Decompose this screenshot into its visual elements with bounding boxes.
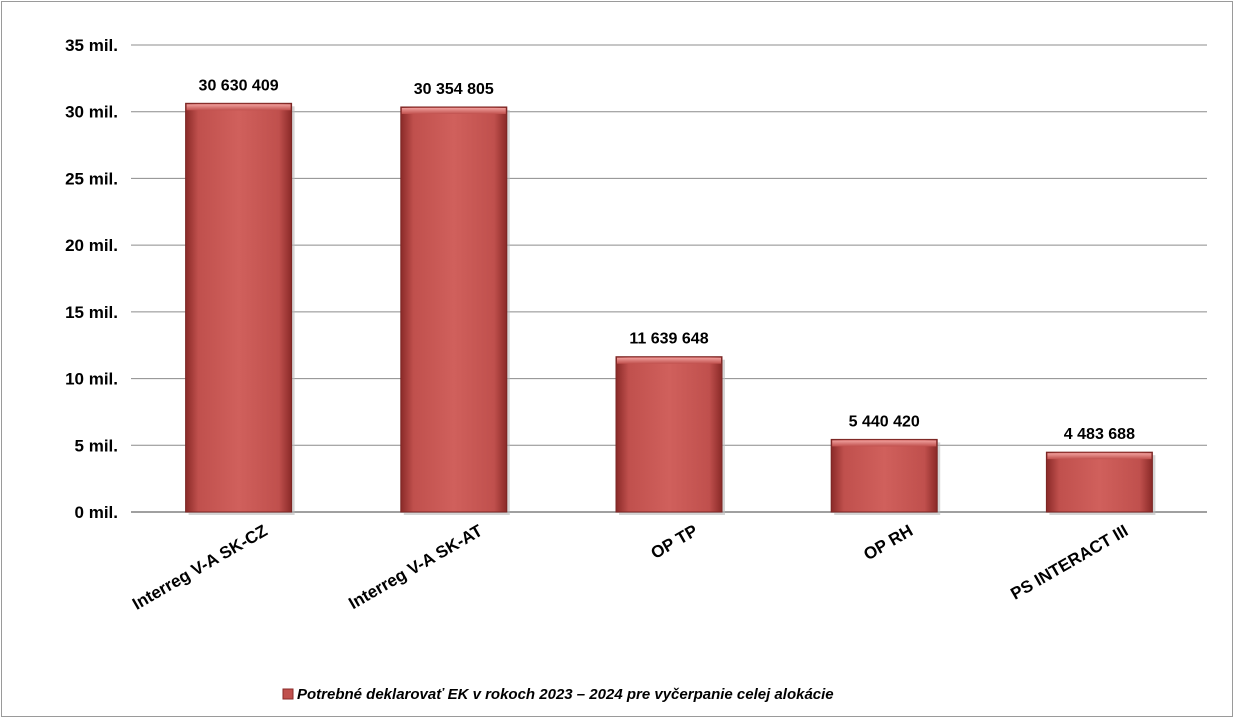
x-axis-labels: Interreg V-A SK-CZ Interreg V-A SK-AT OP T… [129, 521, 1131, 614]
y-tick-label: 10 mil. [65, 370, 118, 389]
x-axis-label: PS INTERACT III [1007, 521, 1131, 604]
legend-swatch [282, 688, 294, 700]
y-tick-label: 25 mil. [65, 169, 118, 188]
value-label: 5 440 420 [849, 413, 920, 430]
value-label: 11 639 648 [629, 331, 708, 348]
value-label: 30 630 409 [199, 77, 279, 94]
value-label: 4 483 688 [1064, 426, 1135, 443]
legend: Potrebné deklarovať EK v rokoch 2023 – 2… [282, 686, 834, 703]
gridlines [131, 44, 1207, 513]
bar-bevel [617, 357, 721, 364]
y-tick-label: 15 mil. [65, 303, 118, 322]
bar-bevel [186, 104, 291, 111]
bar [1045, 451, 1153, 513]
x-axis-label: OP RH [860, 521, 916, 564]
bars [185, 102, 1156, 516]
value-labels: 30 630 409 30 354 805 11 639 648 5 440 420 4… [199, 77, 1136, 443]
value-label: 30 354 805 [414, 81, 494, 98]
bar [400, 106, 508, 513]
y-tick-label: 30 mil. [65, 103, 118, 122]
y-tick-label: 20 mil. [65, 236, 118, 255]
bar [615, 356, 723, 513]
bar-bevel [1047, 453, 1152, 460]
y-tick-label: 5 mil. [75, 436, 118, 455]
x-axis-label: Interreg V-A SK-CZ [129, 521, 270, 614]
bar-bevel [832, 440, 937, 447]
y-tick-label: 0 mil. [75, 503, 118, 522]
x-axis-label: OP TP [648, 521, 701, 563]
y-axis-ticks: 0 mil. 5 mil. 10 mil. 15 mil. 20 mil. 25 mil.… [65, 36, 118, 522]
bar [830, 438, 938, 513]
x-axis-label: Interreg V-A SK-AT [345, 521, 486, 613]
y-tick-label: 35 mil. [65, 36, 118, 55]
bar [185, 102, 293, 513]
bar-bevel [401, 107, 506, 114]
legend-label: Potrebné deklarovať EK v rokoch 2023 – 2… [297, 686, 834, 703]
